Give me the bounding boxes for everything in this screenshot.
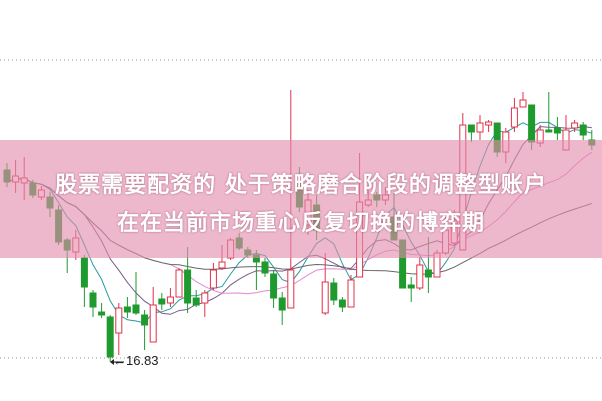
candle-body — [338, 299, 346, 308]
candle-body — [98, 311, 106, 316]
candle-body — [553, 127, 561, 134]
title-line-2: 在在当前市场重心反复切换的博弈期 — [116, 211, 485, 236]
candle-body — [330, 282, 338, 301]
candle-body — [175, 269, 183, 298]
candle-body — [141, 314, 149, 326]
candle-body — [218, 261, 226, 269]
candle-body — [123, 306, 131, 313]
candle-body — [209, 269, 217, 289]
candle-body — [510, 107, 518, 128]
candle-body — [528, 104, 536, 143]
candle-body — [571, 122, 579, 129]
candle-body — [80, 257, 88, 288]
title-banner — [0, 140, 602, 258]
candle-body — [115, 307, 123, 334]
candle-body — [407, 284, 415, 289]
candle-body — [579, 124, 587, 136]
candle-body — [416, 264, 424, 289]
candle-body — [519, 99, 527, 108]
candle-body — [424, 269, 432, 278]
title-line-1: 股票需要配资的 处于策略磨合阶段的调整型账户 — [55, 173, 547, 198]
candle-body — [270, 273, 278, 299]
candle-body — [287, 269, 295, 309]
candle-body — [347, 279, 355, 308]
candle-body — [89, 292, 97, 308]
candle-body — [545, 129, 553, 133]
candle-body — [158, 298, 166, 305]
candle-body — [261, 261, 269, 274]
candle-body — [321, 281, 329, 314]
candle-body — [184, 269, 192, 304]
low-arrowhead-icon — [110, 359, 114, 365]
candle-body — [485, 121, 493, 126]
candle-body — [106, 316, 114, 358]
low-price-annotation: ←16.83 — [113, 353, 159, 368]
candle-body — [278, 297, 286, 311]
candle-body — [132, 304, 140, 314]
candle-body — [201, 292, 209, 304]
candle-body — [192, 297, 200, 306]
candle-body — [166, 296, 174, 304]
candle-body — [476, 122, 484, 133]
candle-body — [467, 124, 475, 133]
candle-body — [149, 304, 157, 343]
